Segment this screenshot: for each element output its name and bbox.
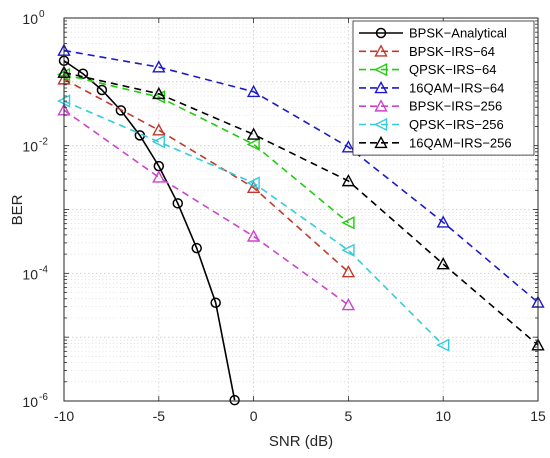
legend-entry: 16QAM−IRS−256 <box>359 135 512 150</box>
legend: BPSK−Analytical BPSK−IRS−64 QPSK−IRS−64 16Q… <box>352 20 535 156</box>
legend-entry: QPSK−IRS−256 <box>359 117 504 132</box>
data-point <box>210 297 221 309</box>
legend-marker <box>373 117 388 132</box>
data-point <box>246 176 260 190</box>
y-tick-label: 10 <box>22 266 38 282</box>
data-point <box>152 123 166 136</box>
data-point <box>115 105 127 116</box>
data-point <box>151 135 166 149</box>
legend-label: BPSK−Analytical <box>409 26 507 41</box>
data-point <box>246 229 261 242</box>
legend-label: BPSK−IRS−256 <box>409 99 502 114</box>
legend-entry: BPSK−Analytical <box>359 26 507 41</box>
y-tick-exponent: 0 <box>39 9 45 20</box>
data-point <box>152 86 166 100</box>
x-axis-label: SNR (dB) <box>269 433 333 450</box>
data-point <box>436 257 450 270</box>
legend-marker <box>374 99 388 112</box>
data-point <box>246 127 261 140</box>
legend-label: 16QAM−IRS−256 <box>409 135 512 150</box>
data-point <box>246 84 261 98</box>
legend-marker <box>374 135 388 149</box>
x-tick-label: 10 <box>435 408 451 424</box>
series-line <box>63 49 539 304</box>
y-tick-label: 10 <box>22 139 38 155</box>
data-point <box>341 297 356 311</box>
x-tick-label: 0 <box>250 408 258 424</box>
series-line <box>63 78 349 273</box>
legend-marker <box>374 44 388 57</box>
data-point <box>436 338 450 352</box>
data-point <box>341 173 356 187</box>
x-tick-label: -5 <box>153 408 166 424</box>
data-point <box>341 216 355 230</box>
data-point <box>96 84 108 96</box>
series-line <box>63 73 349 224</box>
x-tick-label: -10 <box>54 408 74 424</box>
legend-label: BPSK−IRS−64 <box>409 44 495 59</box>
data-point <box>191 242 202 254</box>
data-point <box>152 170 166 183</box>
legend-marker <box>373 62 388 77</box>
data-point <box>229 394 240 406</box>
legend-label: 16QAM−IRS−64 <box>409 80 504 95</box>
y-tick-label: 10 <box>22 11 38 27</box>
data-point <box>341 140 356 153</box>
legend-entry: 16QAM−IRS−64 <box>359 80 504 95</box>
data-point <box>246 137 260 151</box>
legend-label: QPSK−IRS−64 <box>409 62 496 77</box>
legend-marker <box>375 27 387 39</box>
legend-entry: BPSK−IRS−64 <box>359 44 495 59</box>
y-tick-exponent: -2 <box>39 137 48 148</box>
legend-entry: BPSK−IRS−256 <box>359 99 502 114</box>
data-point <box>172 198 184 209</box>
legend-entry: QPSK−IRS−64 <box>359 62 496 77</box>
y-tick-exponent: -6 <box>39 392 48 403</box>
data-point <box>152 60 166 73</box>
series-line <box>63 100 444 346</box>
data-point <box>436 215 450 228</box>
series <box>57 65 545 351</box>
data-point <box>77 68 89 79</box>
y-tick-label: 10 <box>22 394 38 410</box>
legend-label: QPSK−IRS−256 <box>409 117 504 132</box>
y-axis-label: BER <box>9 194 26 225</box>
series-layer <box>56 43 545 406</box>
legend-marker <box>374 80 388 94</box>
series-line <box>63 71 539 346</box>
y-tick-exponent: -4 <box>39 264 48 275</box>
x-tick-label: 15 <box>530 408 546 424</box>
x-tick-label: 5 <box>345 408 353 424</box>
series-line <box>63 109 349 306</box>
data-point <box>341 243 355 257</box>
data-point <box>341 265 356 278</box>
